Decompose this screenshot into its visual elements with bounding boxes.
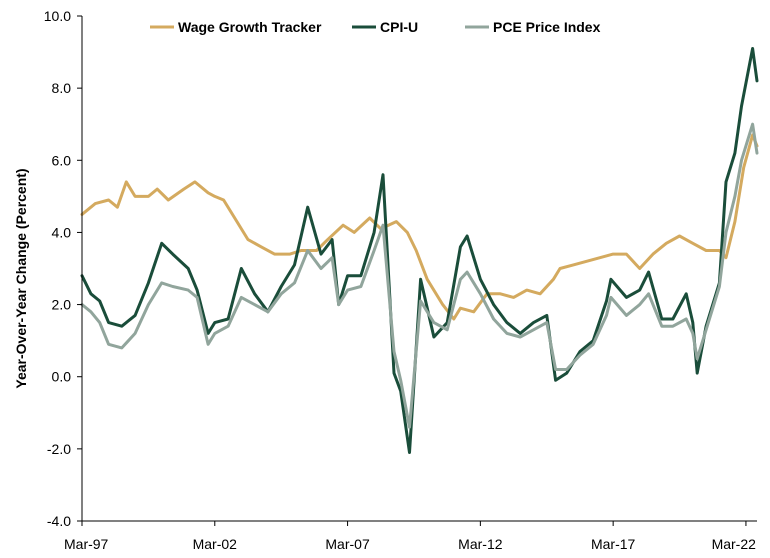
series-line-wage-growth-tracker (80, 133, 759, 321)
y-tick-label: 10.0 (44, 8, 71, 24)
y-tick-label: 2.0 (52, 297, 72, 313)
x-tick-label: Mar-97 (64, 536, 109, 552)
y-ticks: 10.0 8.0 6.0 4.0 2.0 0.0 -2.0 -4.0 (44, 8, 82, 529)
x-tick-label: Mar-02 (193, 536, 238, 552)
axes (81, 16, 757, 522)
legend: Wage Growth Tracker CPI-U PCE Price Index (150, 19, 601, 35)
series-line-cpi-u (80, 47, 759, 454)
series-line-pce-price-index (80, 122, 759, 429)
y-tick-label: 4.0 (52, 224, 72, 240)
x-tick-label: Mar-12 (458, 536, 503, 552)
x-ticks: Mar-97 Mar-02 Mar-07 Mar-12 Mar-17 Mar-22 (64, 521, 756, 552)
y-tick-label: 6.0 (52, 152, 72, 168)
series-lines (80, 47, 759, 454)
legend-label-pce-price-index: PCE Price Index (493, 19, 601, 35)
legend-label-wage-growth-tracker: Wage Growth Tracker (178, 19, 322, 35)
y-tick-label: -2.0 (47, 441, 71, 457)
y-axis-title: Year-Over-Year Change (Percent) (13, 168, 29, 388)
x-tick-label: Mar-22 (712, 536, 757, 552)
legend-label-cpi-u: CPI-U (380, 19, 418, 35)
x-tick-label: Mar-07 (325, 536, 370, 552)
x-tick-label: Mar-17 (591, 536, 636, 552)
y-tick-label: 8.0 (52, 80, 72, 96)
y-tick-label: 0.0 (52, 369, 72, 385)
y-tick-label: -4.0 (47, 513, 71, 529)
